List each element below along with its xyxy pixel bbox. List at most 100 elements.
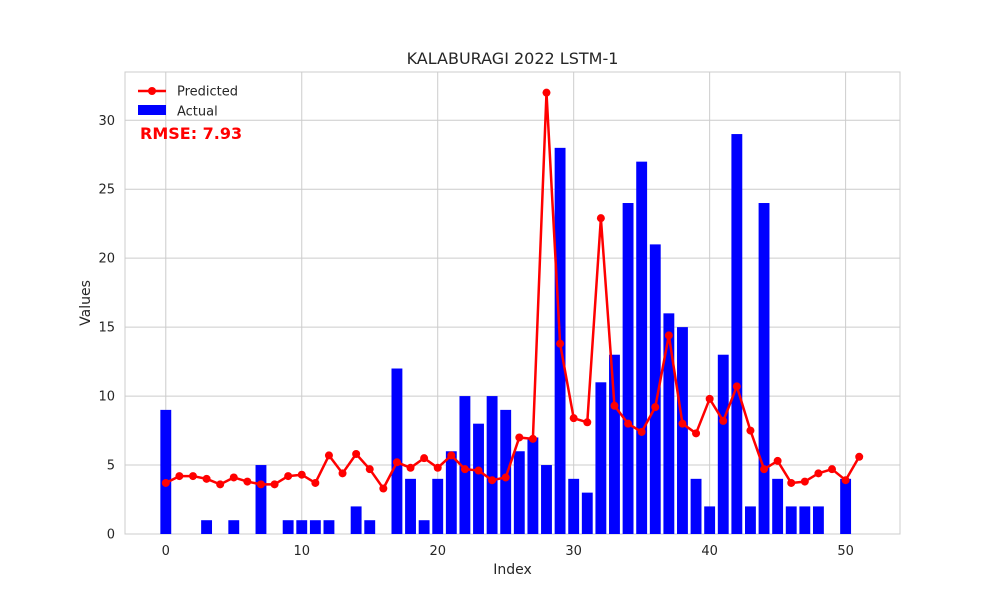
actual-bar: [609, 354, 620, 534]
actual-bar: [541, 465, 552, 534]
predicted-point: [392, 458, 401, 467]
predicted-point: [352, 450, 361, 459]
predicted-point: [433, 463, 442, 472]
predicted-point: [161, 478, 170, 487]
actual-bar: [758, 203, 770, 534]
predicted-point: [732, 382, 741, 391]
legend-predicted-label: Predicted: [177, 85, 238, 100]
actual-bar: [731, 134, 743, 535]
actual-bar: [812, 506, 824, 534]
actual-bar: [418, 520, 430, 534]
y-tick-label: 25: [98, 183, 115, 198]
y-tick-label: 5: [107, 459, 115, 474]
predicted-point: [406, 463, 415, 472]
actual-bar: [500, 409, 512, 534]
predicted-point: [542, 88, 551, 97]
predicted-point: [460, 465, 469, 474]
actual-bar: [772, 478, 784, 534]
actual-bar: [309, 520, 321, 534]
predicted-point: [202, 474, 211, 483]
predicted-point: [379, 484, 388, 493]
predicted-point: [583, 418, 592, 427]
y-tick-label: 10: [98, 390, 115, 405]
tick-labels: 0 10 20 30 40 50 0 5 10 15 20 25 30: [98, 114, 853, 559]
predicted-point: [270, 480, 279, 489]
predicted-point: [528, 434, 537, 443]
actual-bar: [840, 478, 852, 534]
actual-bar: [690, 478, 702, 534]
actual-bar: [432, 478, 444, 534]
x-tick-label: 30: [565, 544, 582, 559]
y-tick-label: 0: [107, 528, 115, 543]
actual-bar: [568, 478, 580, 534]
predicted-point: [624, 419, 633, 428]
actual-bar: [745, 506, 756, 534]
actual-bar: [636, 161, 648, 534]
x-tick-label: 40: [701, 544, 718, 559]
actual-bar: [677, 327, 688, 534]
actual-bar: [581, 492, 593, 534]
predicted-point: [501, 473, 510, 482]
actual-bar: [201, 520, 213, 534]
actual-bar: [228, 520, 240, 534]
predicted-point: [229, 473, 238, 482]
predicted-point: [828, 465, 837, 474]
chart-title: KALABURAGI 2022 LSTM-1: [407, 49, 619, 68]
actual-bar: [622, 203, 634, 534]
predicted-point: [664, 331, 673, 340]
actual-bar: [527, 437, 539, 534]
actual-bar: [364, 520, 376, 534]
predicted-point: [760, 465, 769, 474]
predicted-point: [705, 394, 714, 403]
actual-bar: [473, 423, 484, 534]
predicted-point: [692, 429, 701, 438]
actual-bar: [649, 244, 661, 534]
actual-bar: [405, 478, 416, 534]
predicted-point: [256, 480, 265, 489]
predicted-point: [746, 426, 755, 435]
predicted-point: [800, 477, 809, 486]
predicted-point: [773, 456, 782, 465]
actual-bar: [704, 506, 716, 534]
predicted-point: [651, 403, 660, 412]
y-tick-label: 30: [98, 114, 115, 129]
actual-bar: [513, 451, 525, 534]
actual-bar: [282, 520, 294, 534]
predicted-point: [841, 476, 850, 485]
legend-actual-label: Actual: [177, 105, 218, 120]
legend-predicted-marker: [148, 87, 156, 95]
actual-bar: [255, 465, 267, 534]
predicted-point: [338, 469, 347, 478]
x-tick-label: 10: [293, 544, 310, 559]
predicted-point: [297, 470, 306, 479]
actual-bar: [391, 368, 403, 534]
legend: Predicted Actual: [138, 85, 238, 120]
predicted-line-layer: [161, 88, 864, 493]
actual-bar: [799, 506, 811, 534]
y-tick-label: 15: [98, 321, 115, 336]
predicted-point: [216, 480, 225, 489]
predicted-point: [243, 477, 252, 486]
predicted-point: [610, 401, 619, 410]
predicted-point: [596, 214, 605, 223]
x-tick-label: 0: [162, 544, 170, 559]
actual-bar: [663, 313, 675, 534]
actual-bar: [486, 396, 498, 534]
predicted-line: [165, 91, 861, 490]
predicted-point: [175, 472, 184, 481]
predicted-point: [324, 451, 333, 460]
actual-bar: [296, 520, 308, 534]
x-tick-label: 20: [429, 544, 446, 559]
actual-bar: [595, 382, 607, 534]
actual-bar: [350, 506, 362, 534]
actual-bar: [459, 396, 471, 534]
y-tick-label: 20: [98, 252, 115, 267]
x-axis-label: Index: [493, 562, 532, 578]
actual-bar: [160, 409, 172, 534]
x-tick-label: 50: [837, 544, 854, 559]
predicted-point: [474, 466, 483, 475]
predicted-point: [855, 452, 864, 461]
predicted-point: [420, 454, 429, 463]
predicted-point: [515, 433, 524, 442]
